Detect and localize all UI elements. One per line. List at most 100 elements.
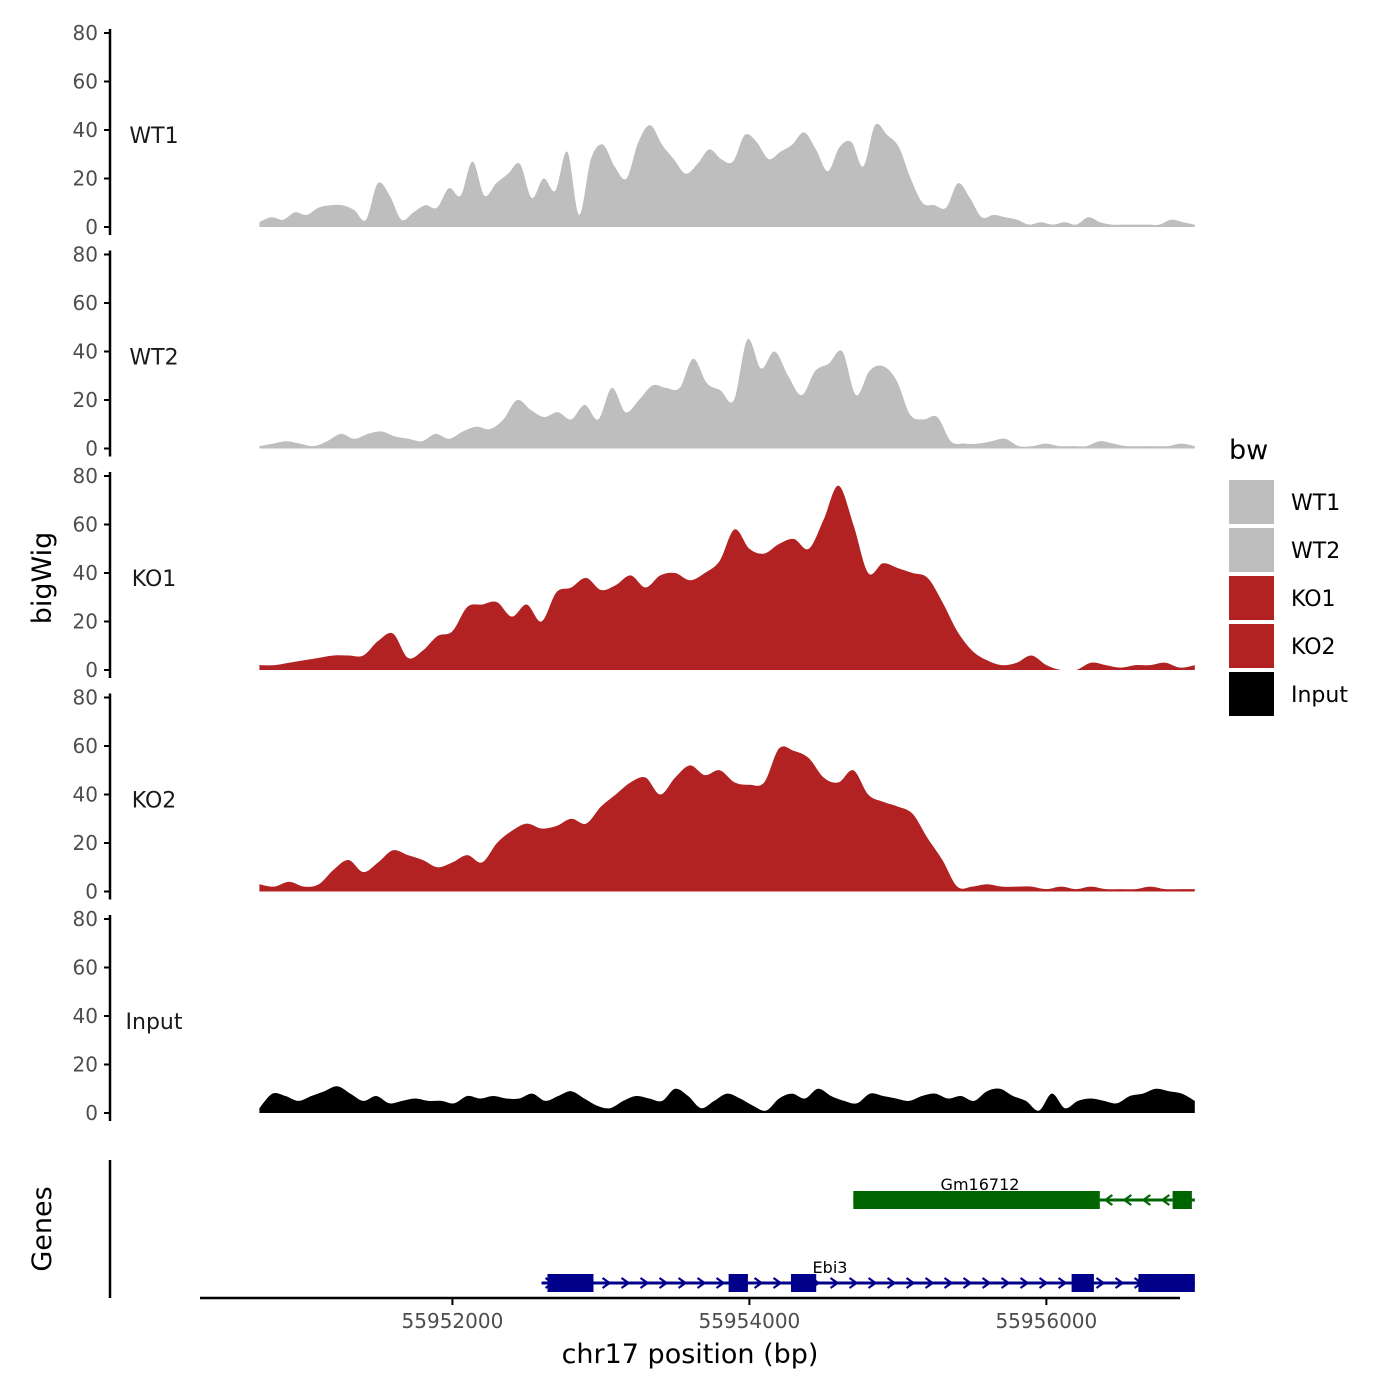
track-label: Input — [126, 1010, 183, 1035]
track-panel-ko2: 0 20 40 60 80 KO2 — [73, 686, 1195, 904]
y-tick-label: 0 — [85, 658, 98, 682]
coverage-area — [259, 485, 1195, 670]
strand-chevron — [924, 1277, 935, 1289]
strand-chevron — [1019, 1277, 1030, 1289]
y-tick-label: 60 — [73, 291, 98, 315]
y-tick-label: 20 — [73, 388, 98, 412]
y-tick-label: 80 — [73, 686, 98, 710]
y-tick-label: 60 — [73, 734, 98, 758]
y-tick-label: 20 — [73, 1053, 98, 1077]
y-tick-label: 0 — [85, 880, 98, 904]
y-tick-label: 80 — [73, 464, 98, 488]
legend-item-ko1: KO1 — [1229, 576, 1336, 620]
strand-chevron — [1057, 1277, 1068, 1289]
y-tick-label: 0 — [85, 1101, 98, 1125]
exon-block — [547, 1274, 594, 1292]
gene-ebi3: Ebi3 — [541, 1258, 1195, 1292]
x-tick-label: 55954000 — [698, 1309, 800, 1333]
strand-chevron — [1114, 1277, 1125, 1289]
strand-chevron — [639, 1277, 650, 1289]
genes-group: Gm16712 Ebi3 — [108, 1160, 1195, 1298]
legend-label: KO2 — [1291, 635, 1336, 660]
track-panel-input: 0 20 40 60 80 Input — [73, 907, 1195, 1125]
strand-chevron — [677, 1277, 688, 1289]
strand-chevron — [905, 1277, 916, 1289]
track-label: KO2 — [132, 789, 177, 814]
strand-chevron — [1141, 1194, 1151, 1206]
legend-item-wt2: WT2 — [1229, 528, 1340, 572]
legend-item-input: Input — [1229, 672, 1348, 716]
y-tick-label: 20 — [73, 610, 98, 634]
track-label: WT2 — [129, 346, 178, 371]
strand-chevron — [829, 1277, 840, 1289]
y-axis-title: bigWig — [27, 532, 58, 625]
exon-block — [1172, 1191, 1192, 1209]
strand-chevron — [1095, 1277, 1106, 1289]
y-tick-label: 60 — [73, 513, 98, 537]
strand-chevron — [1160, 1194, 1170, 1206]
strand-chevron — [715, 1277, 726, 1289]
track-panel-wt1: 0 20 40 60 80 WT1 — [73, 21, 1195, 239]
gene-gm16712: Gm16712 — [853, 1175, 1195, 1209]
y-tick-label: 40 — [73, 783, 98, 807]
exon-block — [1071, 1274, 1094, 1292]
y-tick-label: 80 — [73, 907, 98, 931]
strand-chevron — [620, 1277, 631, 1289]
strand-chevron — [867, 1277, 878, 1289]
strand-chevron — [943, 1277, 954, 1289]
track-label: WT1 — [129, 124, 178, 149]
legend-title: bw — [1229, 435, 1268, 466]
x-tick-label: 55952000 — [402, 1309, 504, 1333]
exon-block — [790, 1274, 817, 1292]
legend-swatch — [1229, 672, 1274, 716]
strand-chevron — [753, 1277, 764, 1289]
tracks-group: 0 20 40 60 80 WT1 0 20 40 60 80 WT2 0 20 40 60 80 KO1 0 20 4… — [73, 21, 1195, 1125]
legend-label: WT1 — [1291, 491, 1340, 516]
y-tick-label: 80 — [73, 21, 98, 45]
y-tick-label: 40 — [73, 118, 98, 142]
y-tick-label: 40 — [73, 1004, 98, 1028]
strand-chevron — [696, 1277, 707, 1289]
strand-chevron — [1000, 1277, 1011, 1289]
x-axis-title: chr17 position (bp) — [562, 1339, 819, 1370]
strand-chevron — [772, 1277, 783, 1289]
genes-axis-title: Genes — [27, 1186, 58, 1271]
strand-chevron — [1038, 1277, 1049, 1289]
track-label: KO1 — [132, 567, 177, 592]
coverage-area — [259, 338, 1195, 449]
gene-label: Gm16712 — [941, 1175, 1020, 1194]
legend-item-wt1: WT1 — [1229, 480, 1340, 524]
y-tick-label: 20 — [73, 167, 98, 191]
legend-swatch — [1229, 528, 1274, 572]
strand-chevron — [886, 1277, 897, 1289]
legend: WT1 WT2 KO1 KO2 Input — [1229, 480, 1348, 716]
coverage-area — [259, 1086, 1195, 1113]
x-axis: 55952000 55954000 55956000 — [200, 1296, 1180, 1333]
strand-chevron — [848, 1277, 859, 1289]
track-panel-ko1: 0 20 40 60 80 KO1 — [73, 464, 1195, 682]
legend-label: KO1 — [1291, 587, 1336, 612]
y-tick-label: 60 — [73, 956, 98, 980]
exon-block — [853, 1191, 1100, 1209]
track-panel-wt2: 0 20 40 60 80 WT2 — [73, 243, 1195, 461]
legend-swatch — [1229, 576, 1274, 620]
strand-chevron — [962, 1277, 973, 1289]
coverage-area — [259, 123, 1195, 227]
strand-chevron — [1122, 1194, 1132, 1206]
exon-block — [1138, 1274, 1195, 1292]
legend-label: WT2 — [1291, 539, 1340, 564]
strand-chevron — [658, 1277, 669, 1289]
exon-block — [728, 1274, 748, 1292]
gene-label: Ebi3 — [813, 1258, 848, 1277]
strand-chevron — [1103, 1194, 1113, 1206]
y-tick-label: 60 — [73, 70, 98, 94]
y-tick-label: 40 — [73, 340, 98, 364]
y-tick-label: 0 — [85, 215, 98, 239]
y-tick-label: 20 — [73, 831, 98, 855]
legend-swatch — [1229, 480, 1274, 524]
y-tick-label: 80 — [73, 243, 98, 267]
legend-swatch — [1229, 624, 1274, 668]
y-tick-label: 0 — [85, 437, 98, 461]
legend-item-ko2: KO2 — [1229, 624, 1336, 668]
